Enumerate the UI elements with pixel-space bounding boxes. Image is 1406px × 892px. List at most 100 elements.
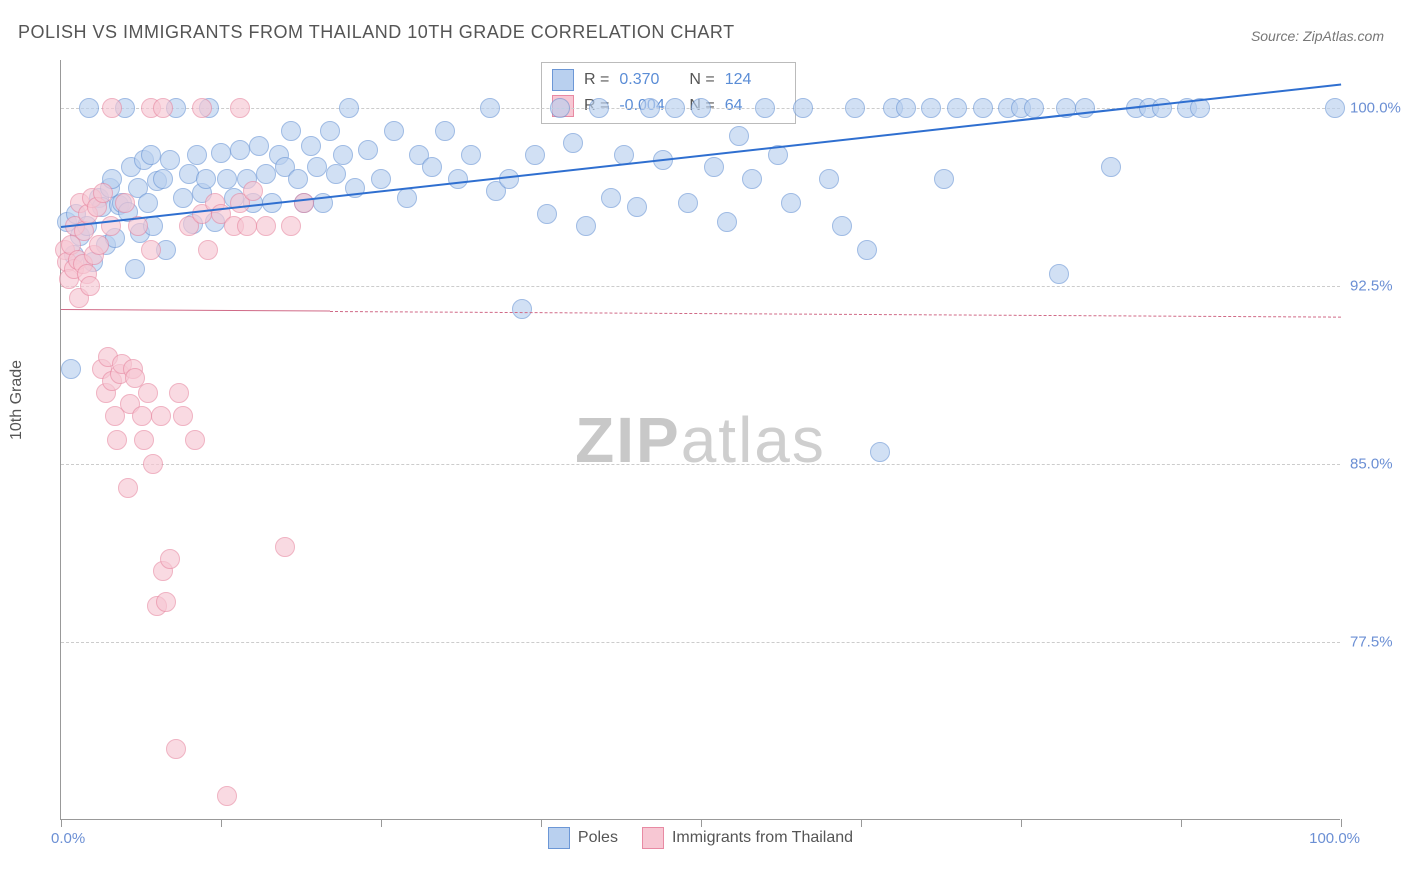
scatter-point xyxy=(160,549,180,569)
series-swatch xyxy=(552,69,574,91)
scatter-point xyxy=(61,359,81,379)
scatter-point xyxy=(589,98,609,118)
scatter-point xyxy=(845,98,865,118)
scatter-point xyxy=(288,169,308,189)
stats-row: R =0.370N =124 xyxy=(552,67,785,93)
scatter-point xyxy=(169,383,189,403)
scatter-point xyxy=(132,406,152,426)
scatter-point xyxy=(249,136,269,156)
scatter-point xyxy=(198,240,218,260)
x-tick xyxy=(701,819,702,827)
scatter-point xyxy=(138,383,158,403)
scatter-point xyxy=(480,98,500,118)
scatter-point xyxy=(138,193,158,213)
scatter-point xyxy=(1024,98,1044,118)
scatter-point xyxy=(678,193,698,213)
scatter-point xyxy=(793,98,813,118)
legend-swatch xyxy=(548,827,570,849)
scatter-point xyxy=(934,169,954,189)
scatter-point xyxy=(173,406,193,426)
scatter-point xyxy=(525,145,545,165)
scatter-point xyxy=(857,240,877,260)
n-label: N = xyxy=(689,71,714,89)
scatter-point xyxy=(143,454,163,474)
scatter-point xyxy=(237,216,257,236)
x-tick xyxy=(861,819,862,827)
scatter-point xyxy=(256,164,276,184)
scatter-point xyxy=(141,145,161,165)
scatter-point xyxy=(80,276,100,296)
scatter-point xyxy=(301,136,321,156)
scatter-point xyxy=(153,169,173,189)
scatter-point xyxy=(371,169,391,189)
scatter-point xyxy=(921,98,941,118)
scatter-point xyxy=(704,157,724,177)
scatter-point xyxy=(448,169,468,189)
scatter-point xyxy=(422,157,442,177)
scatter-point xyxy=(256,216,276,236)
scatter-point xyxy=(832,216,852,236)
scatter-point xyxy=(173,188,193,208)
legend-label: Immigrants from Thailand xyxy=(672,829,853,847)
y-tick-label: 77.5% xyxy=(1350,633,1406,650)
trend-line xyxy=(61,309,330,311)
scatter-point xyxy=(243,181,263,201)
legend: Poles Immigrants from Thailand xyxy=(61,827,1340,849)
scatter-point xyxy=(125,259,145,279)
trend-line xyxy=(330,311,1341,318)
scatter-point xyxy=(79,98,99,118)
scatter-point xyxy=(153,98,173,118)
legend-label: Poles xyxy=(578,829,618,847)
scatter-point xyxy=(640,98,660,118)
scatter-point xyxy=(550,98,570,118)
legend-item: Immigrants from Thailand xyxy=(642,827,853,849)
scatter-point xyxy=(665,98,685,118)
scatter-point xyxy=(781,193,801,213)
r-label: R = xyxy=(584,71,609,89)
scatter-point xyxy=(512,299,532,319)
scatter-point xyxy=(947,98,967,118)
scatter-point xyxy=(397,188,417,208)
scatter-point xyxy=(156,592,176,612)
scatter-point xyxy=(89,235,109,255)
scatter-point xyxy=(217,786,237,806)
scatter-point xyxy=(576,216,596,236)
scatter-point xyxy=(160,150,180,170)
scatter-point xyxy=(326,164,346,184)
scatter-point xyxy=(717,212,737,232)
y-tick-label: 85.0% xyxy=(1350,455,1406,472)
scatter-point xyxy=(217,169,237,189)
scatter-point xyxy=(742,169,762,189)
scatter-point xyxy=(973,98,993,118)
scatter-point xyxy=(358,140,378,160)
scatter-point xyxy=(211,143,231,163)
scatter-point xyxy=(537,204,557,224)
gridline xyxy=(61,464,1340,465)
scatter-point xyxy=(1152,98,1172,118)
x-tick xyxy=(381,819,382,827)
scatter-point xyxy=(151,406,171,426)
scatter-point xyxy=(563,133,583,153)
y-tick-label: 100.0% xyxy=(1350,99,1406,116)
scatter-point xyxy=(192,98,212,118)
watermark: ZIPatlas xyxy=(575,403,826,477)
scatter-point xyxy=(294,193,314,213)
scatter-point xyxy=(230,140,250,160)
scatter-point xyxy=(729,126,749,146)
scatter-point xyxy=(627,197,647,217)
x-tick xyxy=(1021,819,1022,827)
scatter-point xyxy=(281,216,301,236)
scatter-point xyxy=(134,430,154,450)
scatter-point xyxy=(601,188,621,208)
scatter-point xyxy=(187,145,207,165)
gridline xyxy=(61,286,1340,287)
scatter-point xyxy=(384,121,404,141)
x-tick xyxy=(1181,819,1182,827)
scatter-point xyxy=(102,98,122,118)
scatter-plot-area: ZIPatlas R =0.370N =124R =-0.004N =64 0.… xyxy=(60,60,1340,820)
scatter-point xyxy=(691,98,711,118)
scatter-point xyxy=(435,121,455,141)
scatter-point xyxy=(275,537,295,557)
gridline xyxy=(61,642,1340,643)
scatter-point xyxy=(461,145,481,165)
